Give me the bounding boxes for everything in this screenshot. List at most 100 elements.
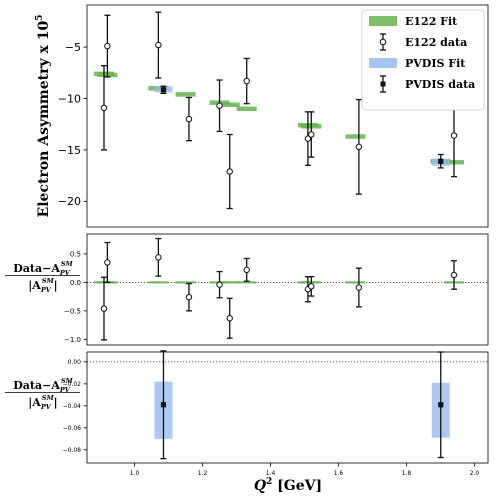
- legend-label-e122-fit: E122 Fit: [405, 15, 458, 28]
- e122-relative-y-label-denominator-sub: PV: [40, 286, 52, 294]
- e122-relative-y-label-numerator-text: Data−A: [13, 262, 60, 275]
- pvdis-relative-y-label-numerator-sup: SM: [61, 377, 74, 385]
- e122-relative-y-axis-label: Data−APVSM |APVSM|: [5, 260, 80, 294]
- asymmetry-pvdis-data-point: [160, 87, 167, 93]
- pvdis-relative-plot-area: [87, 350, 488, 460]
- e122-relative-e122-fit-band: [148, 281, 169, 284]
- x-tick-label: 2.0: [470, 470, 480, 477]
- asymmetry-e122-fit-band: [219, 102, 240, 107]
- e122-relative-e122-data-point: [104, 259, 111, 266]
- pvdis-relative-y-axis-label: Data−APVSM |APVSM|: [5, 377, 80, 411]
- legend-box: [361, 9, 485, 111]
- legend-entry-e122-fit: E122 Fit: [369, 15, 458, 28]
- x-axis-label: Q2 [GeV]: [254, 477, 322, 494]
- e122-relative-y-label-numerator-sub: PV: [59, 269, 71, 277]
- pvdis-relative-y-tick-label: −0.02: [63, 381, 82, 388]
- asymmetry-e122-fit-band: [236, 106, 257, 112]
- asymmetry-y-tick-label: −10: [58, 92, 81, 105]
- asymmetry-e122-fit-band: [175, 92, 196, 97]
- e122-relative-y-label-numerator-sup: SM: [61, 260, 74, 268]
- e122-relative-panel: 0.50.0−0.5−1.0 Data−APVSM |APVSM|: [5, 233, 489, 346]
- e122-relative-e122-data-point: [308, 283, 315, 290]
- asymmetry-y-axis-label: Electron Asymmetry x 105: [35, 15, 52, 218]
- legend-marker-pvdis-data: [380, 81, 386, 87]
- asymmetry-y-axis-label-exponent: 5: [35, 15, 45, 21]
- legend-marker-e122-data: [379, 38, 387, 46]
- pvdis-relative-panel: 0.00 −0.02 −0.04 −0.06 −0.08 1.0 1.2 1.4 1.6 1.8…: [5, 350, 489, 494]
- e122-relative-y-label-denominator-text: |A: [28, 279, 41, 292]
- e122-relative-e122-data-point: [450, 271, 458, 279]
- asymmetry-y-tick-label: −20: [58, 195, 81, 208]
- x-axis-label-unit: [GeV]: [272, 478, 322, 494]
- legend-entry-e122-data: E122 data: [379, 33, 467, 51]
- asymmetry-e122-data-point: [100, 104, 108, 111]
- pvdis-relative-y-label-denominator-sub: PV: [40, 403, 52, 411]
- e122-relative-y-tick-label: −0.5: [64, 307, 81, 315]
- asymmetry-e122-data-point: [226, 168, 233, 175]
- pvdis-relative-y-label-numerator: Data−APVSM: [13, 377, 73, 394]
- asymmetry-e122-data-point: [216, 102, 223, 109]
- x-tick-label: 1.8: [402, 470, 412, 477]
- x-tick-label: 1.2: [198, 470, 208, 477]
- pvdis-relative-x-ticks: 1.0 1.2 1.4 1.6 1.8 2.0: [130, 463, 480, 477]
- x-tick-label: 1.0: [130, 470, 140, 477]
- legend-label-pvdis-data: PVDIS data: [405, 78, 475, 91]
- legend-label-pvdis-fit: PVDIS Fit: [405, 57, 466, 70]
- e122-relative-e122-data-point: [355, 284, 363, 291]
- e122-relative-e122-fit-band: [345, 281, 366, 284]
- e122-relative-e122-data-point: [226, 315, 233, 322]
- e122-relative-e122-fit-band: [219, 281, 240, 284]
- e122-relative-y-tick-label: 0.5: [70, 250, 81, 258]
- e122-relative-e122-data-point: [216, 281, 223, 288]
- e122-relative-y-label-denominator-close: |: [54, 279, 58, 292]
- asymmetry-y-tick-label: −15: [58, 144, 81, 157]
- e122-relative-y-label-denominator: |APVSM|: [28, 277, 57, 294]
- asymmetry-e122-data-point: [304, 135, 312, 142]
- pvdis-relative-y-tick-label: 0.00: [68, 359, 82, 366]
- asymmetry-panel: −5 −10 −15 −20 Electron Asymmetry x 105 E12…: [35, 4, 489, 228]
- asymmetry-y-ticks: −5 −10 −15 −20: [58, 41, 87, 208]
- asymmetry-e122-data-point: [450, 132, 458, 139]
- e122-relative-y-label-numerator: Data−APVSM: [13, 260, 73, 277]
- legend: E122 Fit E122 data PVDIS Fit PVDIS data: [361, 9, 485, 111]
- pvdis-relative-y-label-denominator: |APVSM|: [28, 394, 57, 411]
- e122-relative-y-label-denominator-sup: SM: [42, 277, 55, 285]
- pvdis-relative-pvdis-data-point: [160, 402, 167, 408]
- asymmetry-e122-data-point: [185, 115, 193, 123]
- e122-relative-e122-data-point: [185, 293, 193, 301]
- e122-relative-y-tick-label: −1.0: [64, 336, 81, 344]
- pvdis-relative-y-label-denominator-text: |A: [28, 396, 41, 409]
- asymmetry-pvdis-data-point: [438, 158, 444, 164]
- legend-entry-pvdis-fit: PVDIS Fit: [369, 57, 466, 70]
- asymmetry-e122-data-point: [308, 131, 315, 138]
- pvdis-relative-y-label-denominator-close: |: [54, 396, 58, 409]
- pvdis-relative-pvdis-data-point: [438, 402, 444, 408]
- e122-relative-e122-data-point: [243, 266, 250, 274]
- legend-label-e122-data: E122 data: [405, 36, 467, 49]
- asymmetry-e122-data-point: [355, 143, 363, 151]
- asymmetry-axes-frame: [86, 4, 489, 228]
- pvdis-relative-y-label-numerator-text: Data−A: [13, 379, 60, 392]
- x-tick-label: 1.6: [334, 470, 344, 477]
- e122-relative-e122-data-point: [155, 254, 162, 261]
- e122-relative-plot-area: [87, 237, 488, 341]
- pvdis-relative-y-label-denominator-sup: SM: [42, 394, 55, 402]
- e122-relative-axes-frame: [86, 233, 489, 346]
- pvdis-relative-y-tick-label: −0.06: [63, 425, 82, 432]
- asymmetry-plot-area: [93, 11, 465, 210]
- legend-swatch-pvdis-fit: [369, 58, 397, 68]
- legend-swatch-e122-fit: [369, 16, 397, 26]
- asymmetry-e122-data-point: [243, 77, 250, 85]
- pvdis-relative-y-tick-label: −0.04: [63, 403, 82, 410]
- pvdis-relative-y-ticks: 0.00 −0.02 −0.04 −0.06 −0.08: [63, 359, 87, 454]
- x-axis-label-variable: Q: [254, 478, 266, 494]
- e122-relative-e122-data-point: [100, 305, 108, 312]
- pvdis-relative-y-label-numerator-sub: PV: [59, 386, 71, 394]
- e122-relative-e122-fit-band: [175, 281, 196, 284]
- asymmetry-y-tick-label: −5: [65, 41, 81, 54]
- e122-relative-e122-fit-band: [236, 281, 257, 284]
- e122-relative-y-ticks: 0.5 0.0 −0.5 −1.0: [64, 250, 87, 344]
- asymmetry-e122-data-point: [104, 42, 111, 50]
- asymmetry-y-axis-label-text: Electron Asymmetry x 10: [36, 21, 52, 218]
